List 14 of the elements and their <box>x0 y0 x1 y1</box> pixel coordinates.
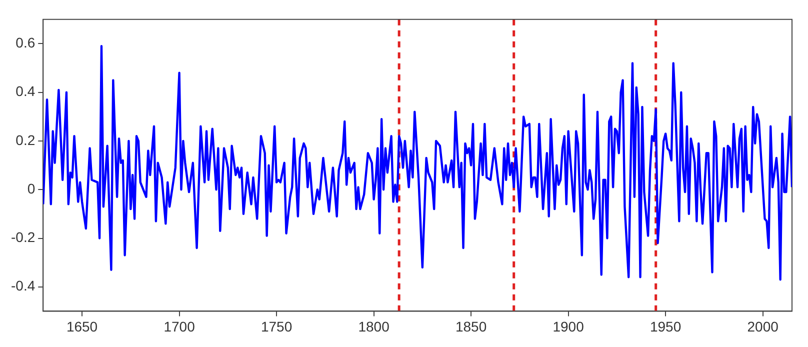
x-tick-label: 1750 <box>260 318 292 334</box>
y-tick-label: 0 <box>27 180 36 196</box>
y-tick-label: -0.2 <box>11 229 36 246</box>
y-tick-label: 0.4 <box>16 83 36 100</box>
x-tick-label: 2000 <box>747 318 779 334</box>
x-tick-label: 1950 <box>650 318 682 334</box>
y-tick-label: -0.4 <box>11 278 36 294</box>
x-tick-label: 1800 <box>358 318 390 334</box>
x-tick-label: 1900 <box>552 318 584 334</box>
x-tick-label: 1700 <box>164 318 196 334</box>
y-tick-label: 0.2 <box>16 132 36 148</box>
x-tick-label: 1850 <box>455 318 487 334</box>
y-tick-label: 0.6 <box>16 34 36 51</box>
x-tick-label: 1650 <box>66 318 98 334</box>
